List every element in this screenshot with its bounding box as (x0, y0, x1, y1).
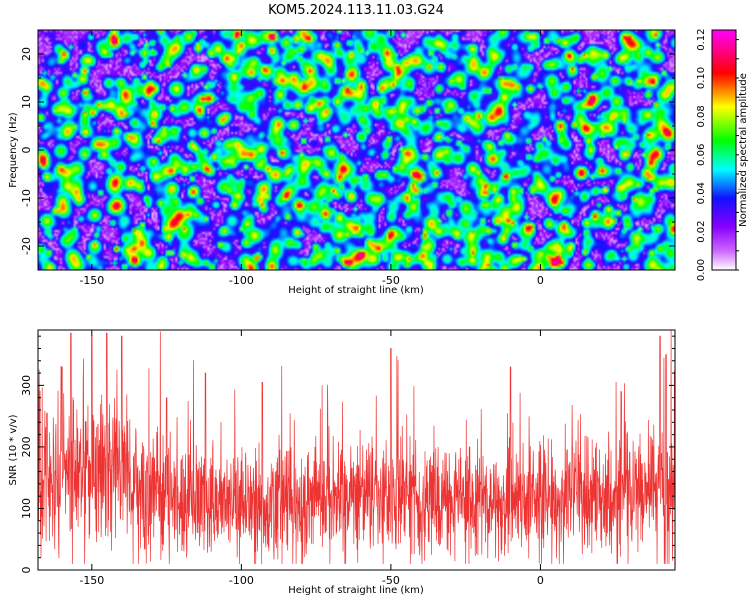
snr-x-tick-label: -50 (382, 574, 400, 587)
colorbar-tick-label: 0.00 (696, 259, 707, 281)
colorbar-axis: 0.00 0.02 0.04 0.06 0.08 0.10 0.12 (696, 28, 739, 281)
heatmap-image (38, 30, 675, 270)
snr-y-tick-label: 300 (20, 375, 33, 396)
snr-y-label: SNR (10 * v/v) (8, 414, 19, 485)
heatmap-y-axis: -20 -10 0 10 20 (20, 29, 675, 271)
colorbar-gradient (711, 29, 737, 271)
snr-x-tick-label: -150 (79, 574, 104, 587)
colorbar-tick-label: 0.08 (696, 105, 707, 127)
snr-y-tick-label: 200 (20, 436, 33, 457)
snr-panel: -150 -100 -50 0 0 100 200 300 Height of straig… (8, 329, 676, 596)
snr-y-axis: 0 100 200 300 (20, 335, 675, 574)
snr-x-tick-label: -100 (229, 574, 254, 587)
snr-y-tick-label: 100 (20, 498, 33, 519)
figure-title: KOM5.2024.113.11.03.G24 (268, 3, 444, 18)
heatmap-y-tick-label: -10 (20, 189, 33, 207)
heatmap-x-tick-label: -150 (79, 274, 104, 287)
snr-x-axis: -150 -100 -50 0 (79, 330, 544, 587)
snr-y-tick-label: 0 (20, 567, 33, 574)
colorbar-tick-label: 0.02 (696, 220, 707, 242)
colorbar-tick-label: 0.12 (696, 28, 707, 50)
heatmap-y-tick-label: 0 (20, 147, 33, 154)
heatmap-x-tick-label: 0 (537, 274, 544, 287)
colorbar-tick-label: 0.10 (696, 67, 707, 89)
heatmap-y-tick-label: 10 (20, 95, 33, 109)
colorbar-tick-label: 0.04 (696, 182, 707, 204)
heatmap-x-axis: -150 -100 -50 0 (79, 30, 544, 287)
heatmap-x-tick-label: -100 (229, 274, 254, 287)
snr-frame (37, 329, 676, 571)
colorbar-label: Normalized spectral amplitude (738, 73, 749, 227)
colorbar-tick-label: 0.06 (696, 144, 707, 166)
heatmap-x-label: Height of straight line (km) (288, 285, 424, 296)
heatmap-y-label: Frequency (Hz) (8, 112, 19, 188)
colorbar: 0.00 0.02 0.04 0.06 0.08 0.10 0.12 Normalized … (696, 28, 749, 281)
snr-x-tick-label: 0 (537, 574, 544, 587)
heatmap-y-tick-label: 20 (20, 47, 33, 61)
heatmap-y-tick-label: -20 (20, 237, 33, 255)
snr-series-line (38, 330, 675, 564)
heatmap-x-tick-label: -50 (382, 274, 400, 287)
snr-x-label: Height of straight line (km) (288, 585, 424, 596)
